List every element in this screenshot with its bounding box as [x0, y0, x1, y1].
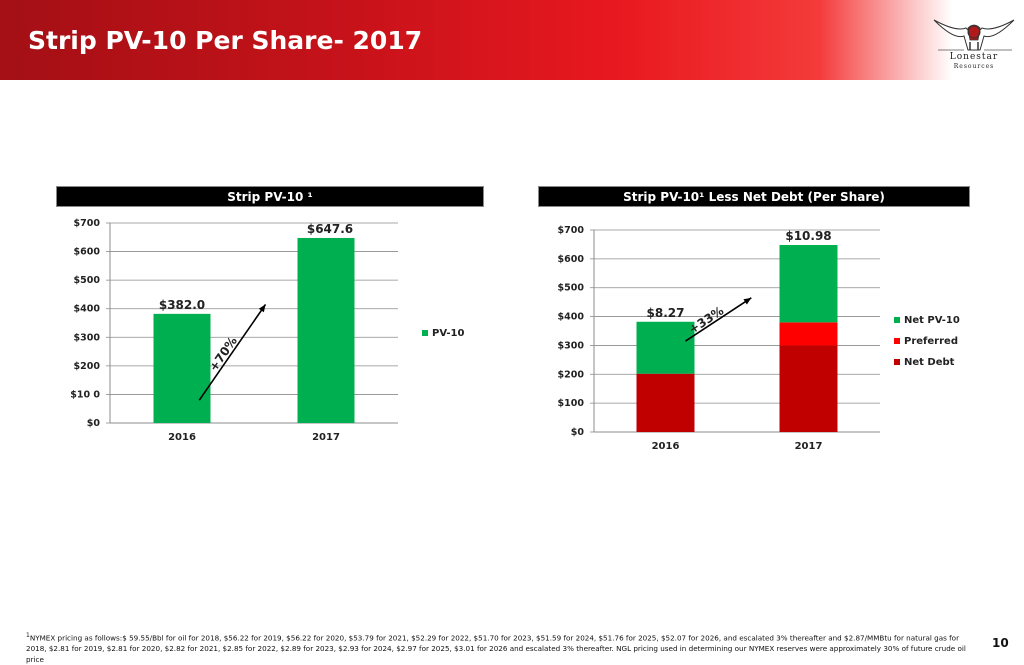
legend-swatch [894, 338, 900, 344]
y-tick-label: $200 [74, 361, 101, 372]
growth-arrow-line [198, 303, 267, 401]
pv10-bar-chart: $0 $10 0 $200 $300 $400 $500 $600 $700 2016 $382.… [70, 218, 464, 443]
footnote-text: NYMEX pricing as follows:$ 59.55/Bbl for… [26, 633, 966, 665]
y-tick-label: $0 [87, 418, 101, 429]
growth-arrow-line [685, 297, 752, 342]
y-tick-label: $700 [74, 218, 101, 229]
pv10-less-net-debt-chart: $0 $100 $200 $300 $400 $500 $600 $700 2016 $8.27 2… [558, 225, 960, 452]
footnote-marker: 1 [26, 632, 30, 639]
legend-label: Preferred [904, 336, 958, 347]
x-tick-label: 2017 [312, 432, 340, 443]
growth-arrow-head [743, 297, 752, 305]
y-tick-label: $300 [74, 332, 101, 343]
y-tick-label: $10 0 [70, 389, 100, 400]
y-tick-label: $400 [74, 304, 101, 315]
y-tick-label: $600 [558, 254, 585, 265]
y-tick-label: $400 [558, 312, 585, 323]
logo-text: Lonestar [949, 52, 999, 62]
longhorn-logo-icon [933, 19, 1015, 51]
bar-net-debt [779, 345, 838, 432]
logo-subtext: Resources [953, 63, 995, 70]
header-banner [0, 0, 1024, 80]
x-tick-label: 2016 [652, 441, 680, 452]
footnote: 1NYMEX pricing as follows:$ 59.55/Bbl fo… [26, 630, 966, 665]
y-tick-label: $500 [558, 283, 585, 294]
growth-annotation: +33% [686, 304, 726, 337]
legend-label: PV-10 [432, 328, 464, 339]
data-label: $10.98 [785, 229, 831, 243]
legend-swatch [894, 317, 900, 323]
chart2-header: Strip PV-10¹ Less Net Debt (Per Share) [538, 186, 970, 207]
page-number: 10 [992, 636, 1009, 650]
data-label: $382.0 [159, 298, 205, 312]
bar-net-pv-10 [779, 245, 838, 323]
legend-label: Net Debt [904, 357, 955, 368]
y-tick-label: $0 [571, 427, 585, 438]
bar-pv-10 [153, 313, 211, 423]
growth-arrow-head [258, 304, 266, 313]
x-tick-label: 2016 [168, 432, 196, 443]
legend-swatch [422, 330, 428, 336]
bar-net-debt [636, 373, 695, 432]
y-tick-label: $600 [74, 247, 101, 258]
growth-annotation: +70% [206, 334, 240, 374]
y-tick-label: $500 [74, 275, 101, 286]
bar-net-pv-10 [636, 321, 695, 374]
y-tick-label: $700 [558, 225, 585, 236]
bar-preferred [779, 322, 838, 346]
y-tick-label: $300 [558, 340, 585, 351]
legend-swatch [894, 359, 900, 365]
bar-pv-10 [297, 237, 355, 423]
data-label: $647.6 [307, 222, 353, 236]
legend-label: Net PV-10 [904, 315, 960, 326]
y-tick-label: $200 [558, 369, 585, 380]
x-tick-label: 2017 [795, 441, 823, 452]
y-tick-label: $100 [558, 398, 585, 409]
data-label: $8.27 [647, 306, 685, 320]
page-title: Strip PV-10 Per Share- 2017 [28, 26, 423, 55]
chart1-header: Strip PV-10 ¹ [56, 186, 484, 207]
